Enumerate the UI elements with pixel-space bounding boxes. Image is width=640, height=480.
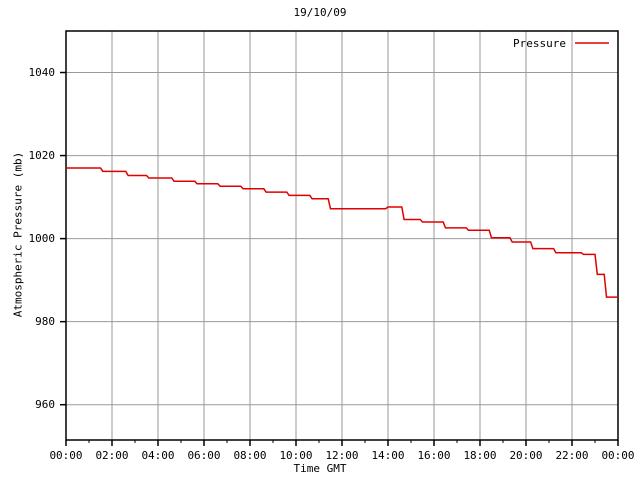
- x-tick-label: 12:00: [325, 449, 359, 462]
- x-tick-label: 14:00: [371, 449, 405, 462]
- x-tick-label: 08:00: [233, 449, 267, 462]
- x-tick-label: 20:00: [509, 449, 543, 462]
- x-tick-label: 04:00: [141, 449, 175, 462]
- data-line-pressure: [66, 167, 618, 298]
- x-tick-label: 00:00: [601, 449, 635, 462]
- y-tick-label: 960: [35, 397, 55, 411]
- x-axis-title: Time GMT: [293, 462, 347, 475]
- x-tick-label: 18:00: [463, 449, 497, 462]
- y-tick-label: 1000: [28, 231, 56, 245]
- plot-frame: [65, 30, 619, 441]
- axis-ticks: [60, 71, 619, 446]
- data-series-layer: [66, 167, 618, 298]
- x-tick-label: 06:00: [187, 449, 221, 462]
- gridlines: [66, 31, 618, 440]
- y-tick-label: 1040: [28, 65, 56, 79]
- y-tick-label: 1020: [28, 148, 56, 162]
- x-tick-label: 02:00: [95, 449, 129, 462]
- y-tick-label: 980: [35, 314, 55, 328]
- x-tick-label: 00:00: [49, 449, 83, 462]
- chart-title: 19/10/09: [293, 6, 347, 19]
- x-tick-label: 10:00: [279, 449, 313, 462]
- x-tick-label: 16:00: [417, 449, 451, 462]
- x-tick-label: 22:00: [555, 449, 589, 462]
